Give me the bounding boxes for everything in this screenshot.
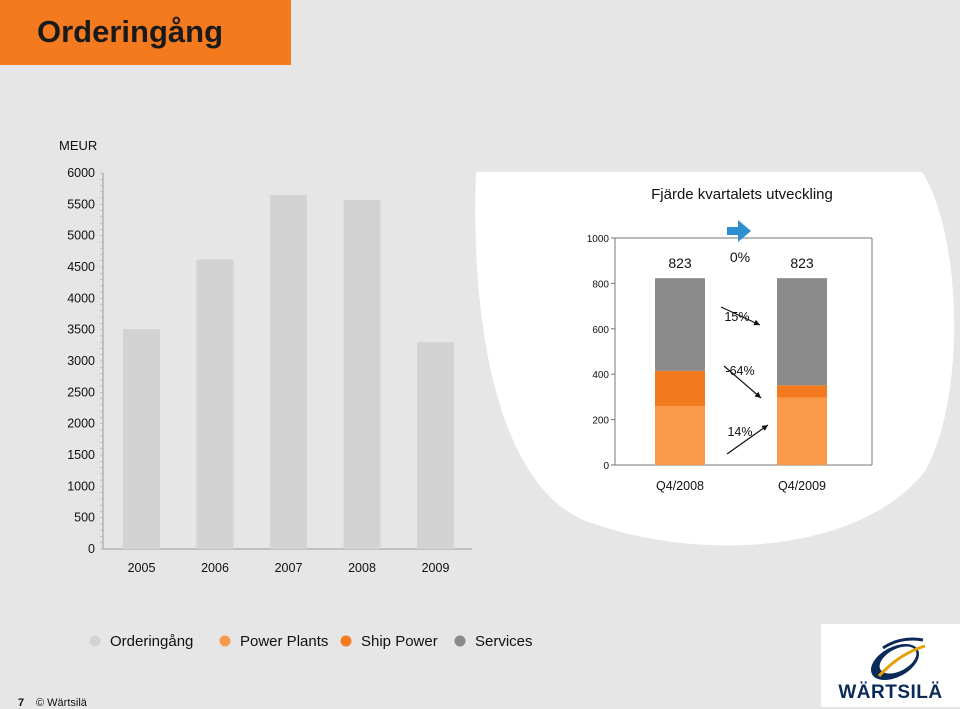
title-bar: Orderingång bbox=[0, 0, 291, 65]
left-y-tick-label: 6000 bbox=[67, 166, 95, 180]
left-y-tick-label: 0 bbox=[88, 542, 95, 556]
right-y-tick-label: 1000 bbox=[587, 234, 610, 245]
left-x-tick-label: 2007 bbox=[275, 561, 303, 575]
bar-2005 bbox=[123, 329, 160, 549]
left-y-tick-label: 2500 bbox=[67, 385, 95, 399]
bar-2007 bbox=[270, 194, 307, 549]
left-x-tick-label: 2008 bbox=[348, 561, 376, 575]
left-y-tick-label: 4500 bbox=[67, 260, 95, 274]
arrow-ship-power bbox=[723, 365, 762, 399]
legend-label-3: Ship Power bbox=[361, 633, 438, 650]
change-label-ship-power: -64% bbox=[725, 364, 754, 378]
change-label-services: 15% bbox=[724, 310, 749, 324]
logo-swoosh-icon bbox=[870, 637, 926, 681]
left-y-tick-label: 5500 bbox=[67, 197, 95, 211]
legend-label-2: Power Plants bbox=[240, 633, 328, 650]
left-x-tick-label: 2005 bbox=[128, 561, 156, 575]
copyright-text: © Wärtsilä bbox=[36, 697, 87, 709]
right-y-tick-label: 0 bbox=[603, 461, 609, 472]
left-y-tick-label: 3000 bbox=[67, 354, 95, 368]
page-number: 7 bbox=[18, 697, 25, 709]
left-y-tick-label: 1500 bbox=[67, 448, 95, 462]
stacked-segment-ship-power bbox=[777, 385, 827, 398]
left-y-tick-label: 2000 bbox=[67, 417, 95, 431]
right-chart-title: Fjärde kvartalets utveckling bbox=[651, 186, 833, 203]
legend-swatch-4 bbox=[454, 635, 466, 647]
stacked-segment-power-plants bbox=[777, 397, 827, 465]
arrow-power-plants bbox=[726, 424, 769, 455]
legend-swatch-1 bbox=[89, 635, 101, 647]
right-y-tick-label: 400 bbox=[592, 370, 609, 381]
bar-total-label: 823 bbox=[668, 255, 692, 271]
bar-2006 bbox=[196, 259, 234, 549]
left-y-tick-label: 1000 bbox=[67, 479, 95, 493]
zoom-bubble bbox=[475, 172, 955, 546]
stacked-segment-power-plants bbox=[655, 405, 705, 465]
left-y-tick-label: 5000 bbox=[67, 229, 95, 243]
right-y-tick-label: 600 bbox=[592, 325, 609, 336]
left-chart-ylabel: MEUR bbox=[59, 138, 97, 153]
right-x-tick-label: Q4/2008 bbox=[656, 479, 704, 493]
left-y-tick-label: 500 bbox=[74, 511, 95, 525]
legend-label-4: Services bbox=[475, 633, 533, 650]
legend-swatch-2 bbox=[219, 635, 231, 647]
legend-label-1: Orderingång bbox=[110, 633, 193, 650]
slide-title: Orderingång bbox=[37, 14, 224, 49]
blue-right-arrow-icon bbox=[727, 220, 751, 242]
right-y-tick-label: 200 bbox=[592, 416, 609, 427]
left-y-tick-label: 4000 bbox=[67, 291, 95, 305]
logo-text: WÄRTSILÄ bbox=[838, 682, 943, 703]
bar-2009 bbox=[417, 342, 454, 549]
bar-total-label: 823 bbox=[790, 255, 814, 271]
change-label-total: 0% bbox=[730, 249, 750, 265]
left-x-tick-label: 2009 bbox=[422, 561, 450, 575]
right-y-tick-label: 800 bbox=[592, 279, 609, 290]
left-x-tick-label: 2006 bbox=[201, 561, 229, 575]
left-y-tick-label: 3500 bbox=[67, 323, 95, 337]
change-label-power-plants: 14% bbox=[727, 425, 752, 439]
stacked-segment-services bbox=[655, 278, 705, 371]
bar-2008 bbox=[343, 199, 381, 550]
arrow-services bbox=[720, 306, 761, 326]
stacked-segment-services bbox=[777, 278, 827, 386]
right-x-tick-label: Q4/2009 bbox=[778, 479, 826, 493]
stacked-segment-ship-power bbox=[655, 370, 705, 406]
legend-swatch-3 bbox=[340, 635, 352, 647]
company-logo: WÄRTSILÄ bbox=[821, 624, 960, 707]
